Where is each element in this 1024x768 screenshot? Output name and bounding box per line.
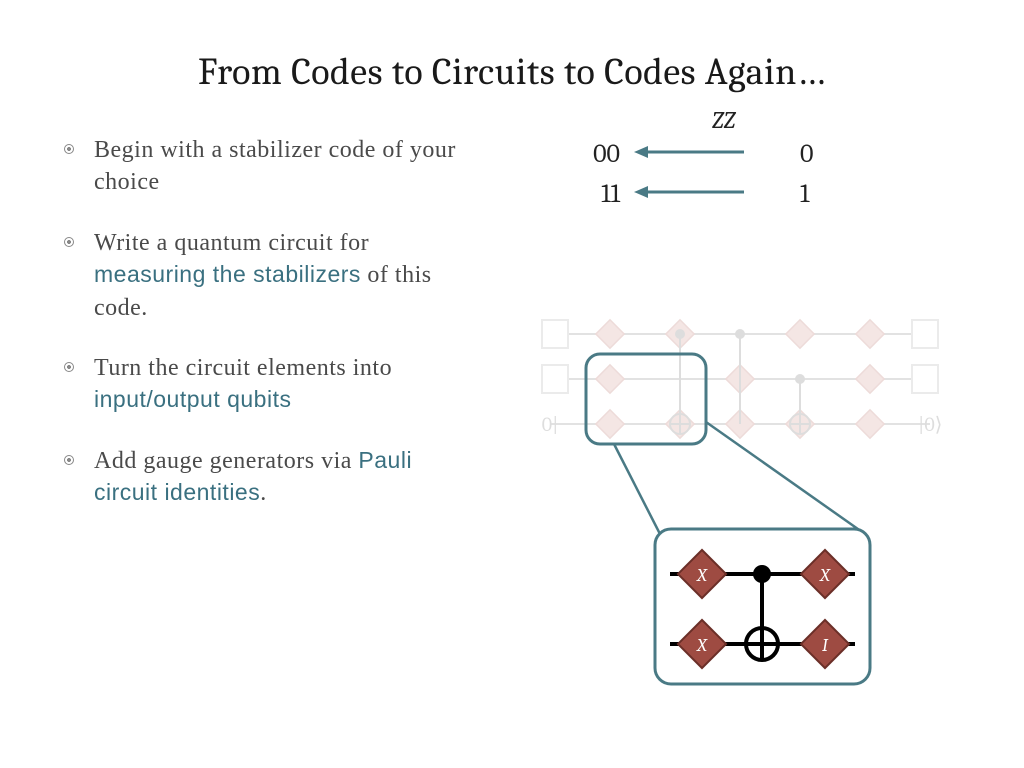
bullet-text: Write a quantum circuit for bbox=[94, 230, 369, 256]
right-column: ZZ 00 0 11 bbox=[510, 134, 964, 538]
encoding-diagram: ZZ 00 0 11 bbox=[570, 134, 830, 244]
bullet-text: Add gauge generators via bbox=[94, 448, 358, 474]
svg-text:|0⟩: |0⟩ bbox=[918, 413, 942, 436]
bullet-highlight: input/output qubits bbox=[94, 386, 291, 412]
bullet-text: Turn the circuit elements into bbox=[94, 355, 392, 381]
svg-text:⟨0|: ⟨0| bbox=[540, 413, 558, 436]
left-column: Begin with a stabilizer code of your cho… bbox=[60, 134, 480, 538]
encoding-right-label: 1 bbox=[800, 179, 830, 209]
bullet-item: Turn the circuit elements into input/out… bbox=[60, 352, 480, 417]
bullet-item: Begin with a stabilizer code of your cho… bbox=[60, 134, 480, 199]
bullet-text: . bbox=[260, 480, 267, 506]
svg-text:I: I bbox=[822, 635, 829, 656]
bullet-highlight: measuring the stabilizers bbox=[94, 261, 361, 287]
encoding-right-label: 0 bbox=[800, 139, 830, 169]
svg-text:X: X bbox=[819, 565, 831, 586]
encoding-row: 11 1 bbox=[570, 174, 830, 214]
encoding-row: 00 0 bbox=[570, 134, 830, 174]
bullet-item: Add gauge generators via Pauli circuit i… bbox=[60, 445, 480, 510]
circuit-diagram: ⟨0| |0⟩ bbox=[540, 304, 960, 684]
slide-title: From Codes to Circuits to Codes Again… bbox=[60, 50, 964, 94]
arrow-icon bbox=[634, 184, 786, 204]
two-column-layout: Begin with a stabilizer code of your cho… bbox=[60, 134, 964, 538]
arrow-icon bbox=[634, 144, 786, 164]
bullet-text: Begin with a stabilizer code of your cho… bbox=[94, 137, 456, 195]
encoding-left-label: 11 bbox=[570, 179, 620, 209]
bullet-list: Begin with a stabilizer code of your cho… bbox=[60, 134, 480, 510]
slide: From Codes to Circuits to Codes Again… B… bbox=[0, 0, 1024, 768]
svg-text:X: X bbox=[696, 565, 708, 586]
bullet-item: Write a quantum circuit for measuring th… bbox=[60, 227, 480, 324]
operator-label: ZZ bbox=[712, 106, 735, 134]
svg-text:X: X bbox=[696, 635, 708, 656]
encoding-left-label: 00 bbox=[570, 139, 620, 169]
